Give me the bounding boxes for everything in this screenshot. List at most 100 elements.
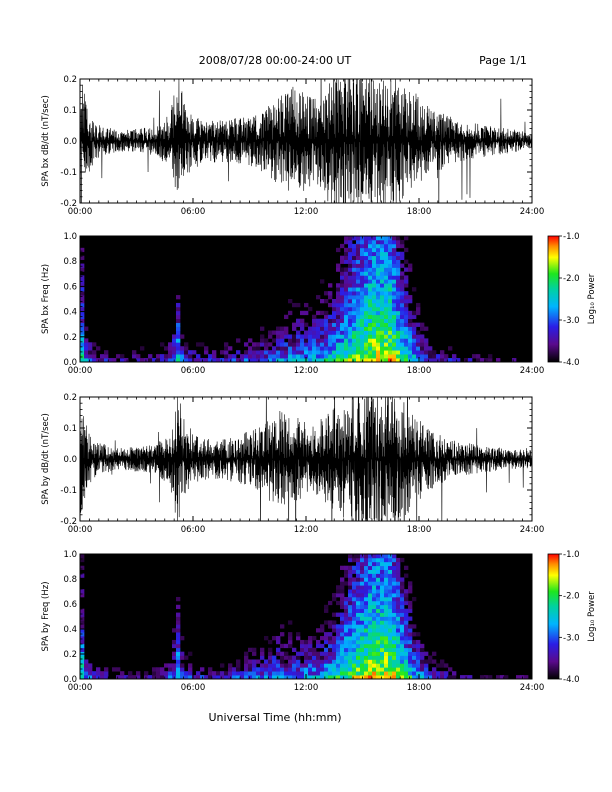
spectrogram-cell — [88, 350, 93, 355]
spectrogram-cell — [404, 318, 409, 323]
spectrogram-cell — [396, 636, 401, 641]
spectrogram-cell — [408, 346, 413, 351]
spectrogram-cell — [412, 342, 417, 347]
spectrogram-cell — [356, 358, 361, 363]
spectrogram-cell — [312, 338, 317, 343]
spectrogram-cell — [364, 299, 369, 304]
spectrogram-cell — [320, 675, 325, 680]
spectrogram-cell — [176, 647, 181, 653]
spectrogram-cell — [368, 271, 373, 276]
spectrogram-cell — [356, 291, 361, 296]
spectrogram-cell — [384, 659, 389, 664]
spectrogram-cell — [172, 342, 177, 347]
spectrogram-cell — [396, 675, 401, 680]
spectrogram-cell — [244, 659, 249, 664]
spectrogram-cell — [384, 573, 389, 578]
spectrogram-cell — [452, 354, 457, 359]
spectrogram-cell — [388, 624, 393, 629]
spectrogram-cell — [360, 639, 365, 645]
spectrogram-cell — [200, 667, 205, 672]
spectrogram-cell — [340, 600, 345, 606]
spectrogram-cell — [136, 675, 141, 680]
spectrogram-cell — [436, 671, 441, 676]
spectrogram-cell — [348, 342, 353, 347]
spectrogram-cell — [388, 342, 393, 347]
spectrogram-cell — [292, 334, 297, 339]
spectrogram-cell — [228, 354, 233, 359]
spectrogram-cell — [296, 334, 301, 339]
spectrogram-cell — [368, 306, 373, 312]
spectrogram-cell — [176, 302, 181, 308]
spectrogram-cell — [296, 358, 301, 363]
spectrogram-cell — [344, 639, 349, 645]
spectrogram-cell — [340, 283, 345, 288]
spectrogram-cell — [400, 318, 405, 323]
spectrogram-cell — [80, 671, 85, 676]
spectrogram-cell — [92, 675, 97, 680]
spectrogram-cell — [240, 358, 245, 363]
spectrogram-cell — [244, 350, 249, 355]
spectrogram-cell — [360, 334, 365, 339]
spectrogram-cell — [276, 326, 281, 331]
spectrogram-cell — [80, 310, 85, 316]
spectrogram-cell — [316, 322, 321, 327]
spectrogram-cell — [376, 275, 381, 280]
spectrogram-cell — [360, 624, 365, 629]
spectrogram-cell — [384, 318, 389, 323]
spectrogram-cell — [376, 302, 381, 308]
spectrogram-cell — [404, 247, 409, 253]
spectrogram-cell — [364, 314, 369, 320]
spectrogram-cell — [380, 612, 385, 617]
spectrogram-cell — [244, 663, 249, 668]
spectrogram-cell — [320, 643, 325, 649]
spectrogram-cell — [360, 267, 365, 272]
spectrogram-cell — [284, 326, 289, 331]
spectrogram-cell — [356, 302, 361, 308]
spectrogram-cell — [304, 671, 309, 676]
spectrogram-cell — [396, 310, 401, 316]
spectrogram-cell — [392, 667, 397, 672]
spectrogram-cell — [356, 655, 361, 660]
x-axis-title: Universal Time (hh:mm) — [209, 711, 342, 724]
spectrogram-cell — [336, 675, 341, 680]
spectrogram-cell — [196, 675, 201, 680]
spectrogram-cell — [444, 358, 449, 363]
spectrogram-cell — [252, 647, 257, 653]
spectrogram-cell — [188, 651, 193, 656]
spectrogram-cell — [428, 358, 433, 363]
spectrogram-cell — [288, 643, 293, 649]
spectrogram-cell — [420, 643, 425, 649]
spectrogram-cell — [172, 643, 177, 649]
spectrogram-cell — [264, 667, 269, 672]
spectrogram-cell — [372, 263, 377, 268]
spectrogram-cell — [340, 342, 345, 347]
spectrogram-cell — [336, 593, 341, 598]
spectrogram-cell — [392, 557, 397, 563]
spectrogram-cell — [368, 620, 373, 625]
spectrogram-cell — [348, 358, 353, 363]
spectrogram-cell — [332, 636, 337, 641]
spectrogram-cell — [304, 322, 309, 327]
spectrogram-cell — [148, 358, 153, 363]
spectrogram-cell — [380, 354, 385, 359]
spectrogram-cell — [340, 655, 345, 660]
spectrogram-cell — [348, 354, 353, 359]
spectrogram-cell — [380, 279, 385, 284]
spectrogram-cell — [384, 346, 389, 351]
spectrogram-cell — [348, 251, 353, 257]
spectrogram-cell — [364, 358, 369, 363]
spectrogram-cell — [424, 350, 429, 355]
spectrogram-cell — [392, 659, 397, 664]
spectrogram-cell — [332, 314, 337, 320]
spectrogram-cell — [404, 624, 409, 629]
spectrogram-cell — [384, 275, 389, 280]
spectrogram-cell — [396, 581, 401, 586]
spectrogram-cell — [176, 632, 181, 637]
spectrogram-cell — [384, 236, 389, 241]
spectrogram-cell — [376, 255, 381, 260]
spectrogram-cell — [348, 636, 353, 641]
spectrogram-cell — [436, 663, 441, 668]
spectrogram-cell — [312, 671, 317, 676]
spectrogram-cell — [416, 322, 421, 327]
spectrogram-cell — [344, 295, 349, 300]
